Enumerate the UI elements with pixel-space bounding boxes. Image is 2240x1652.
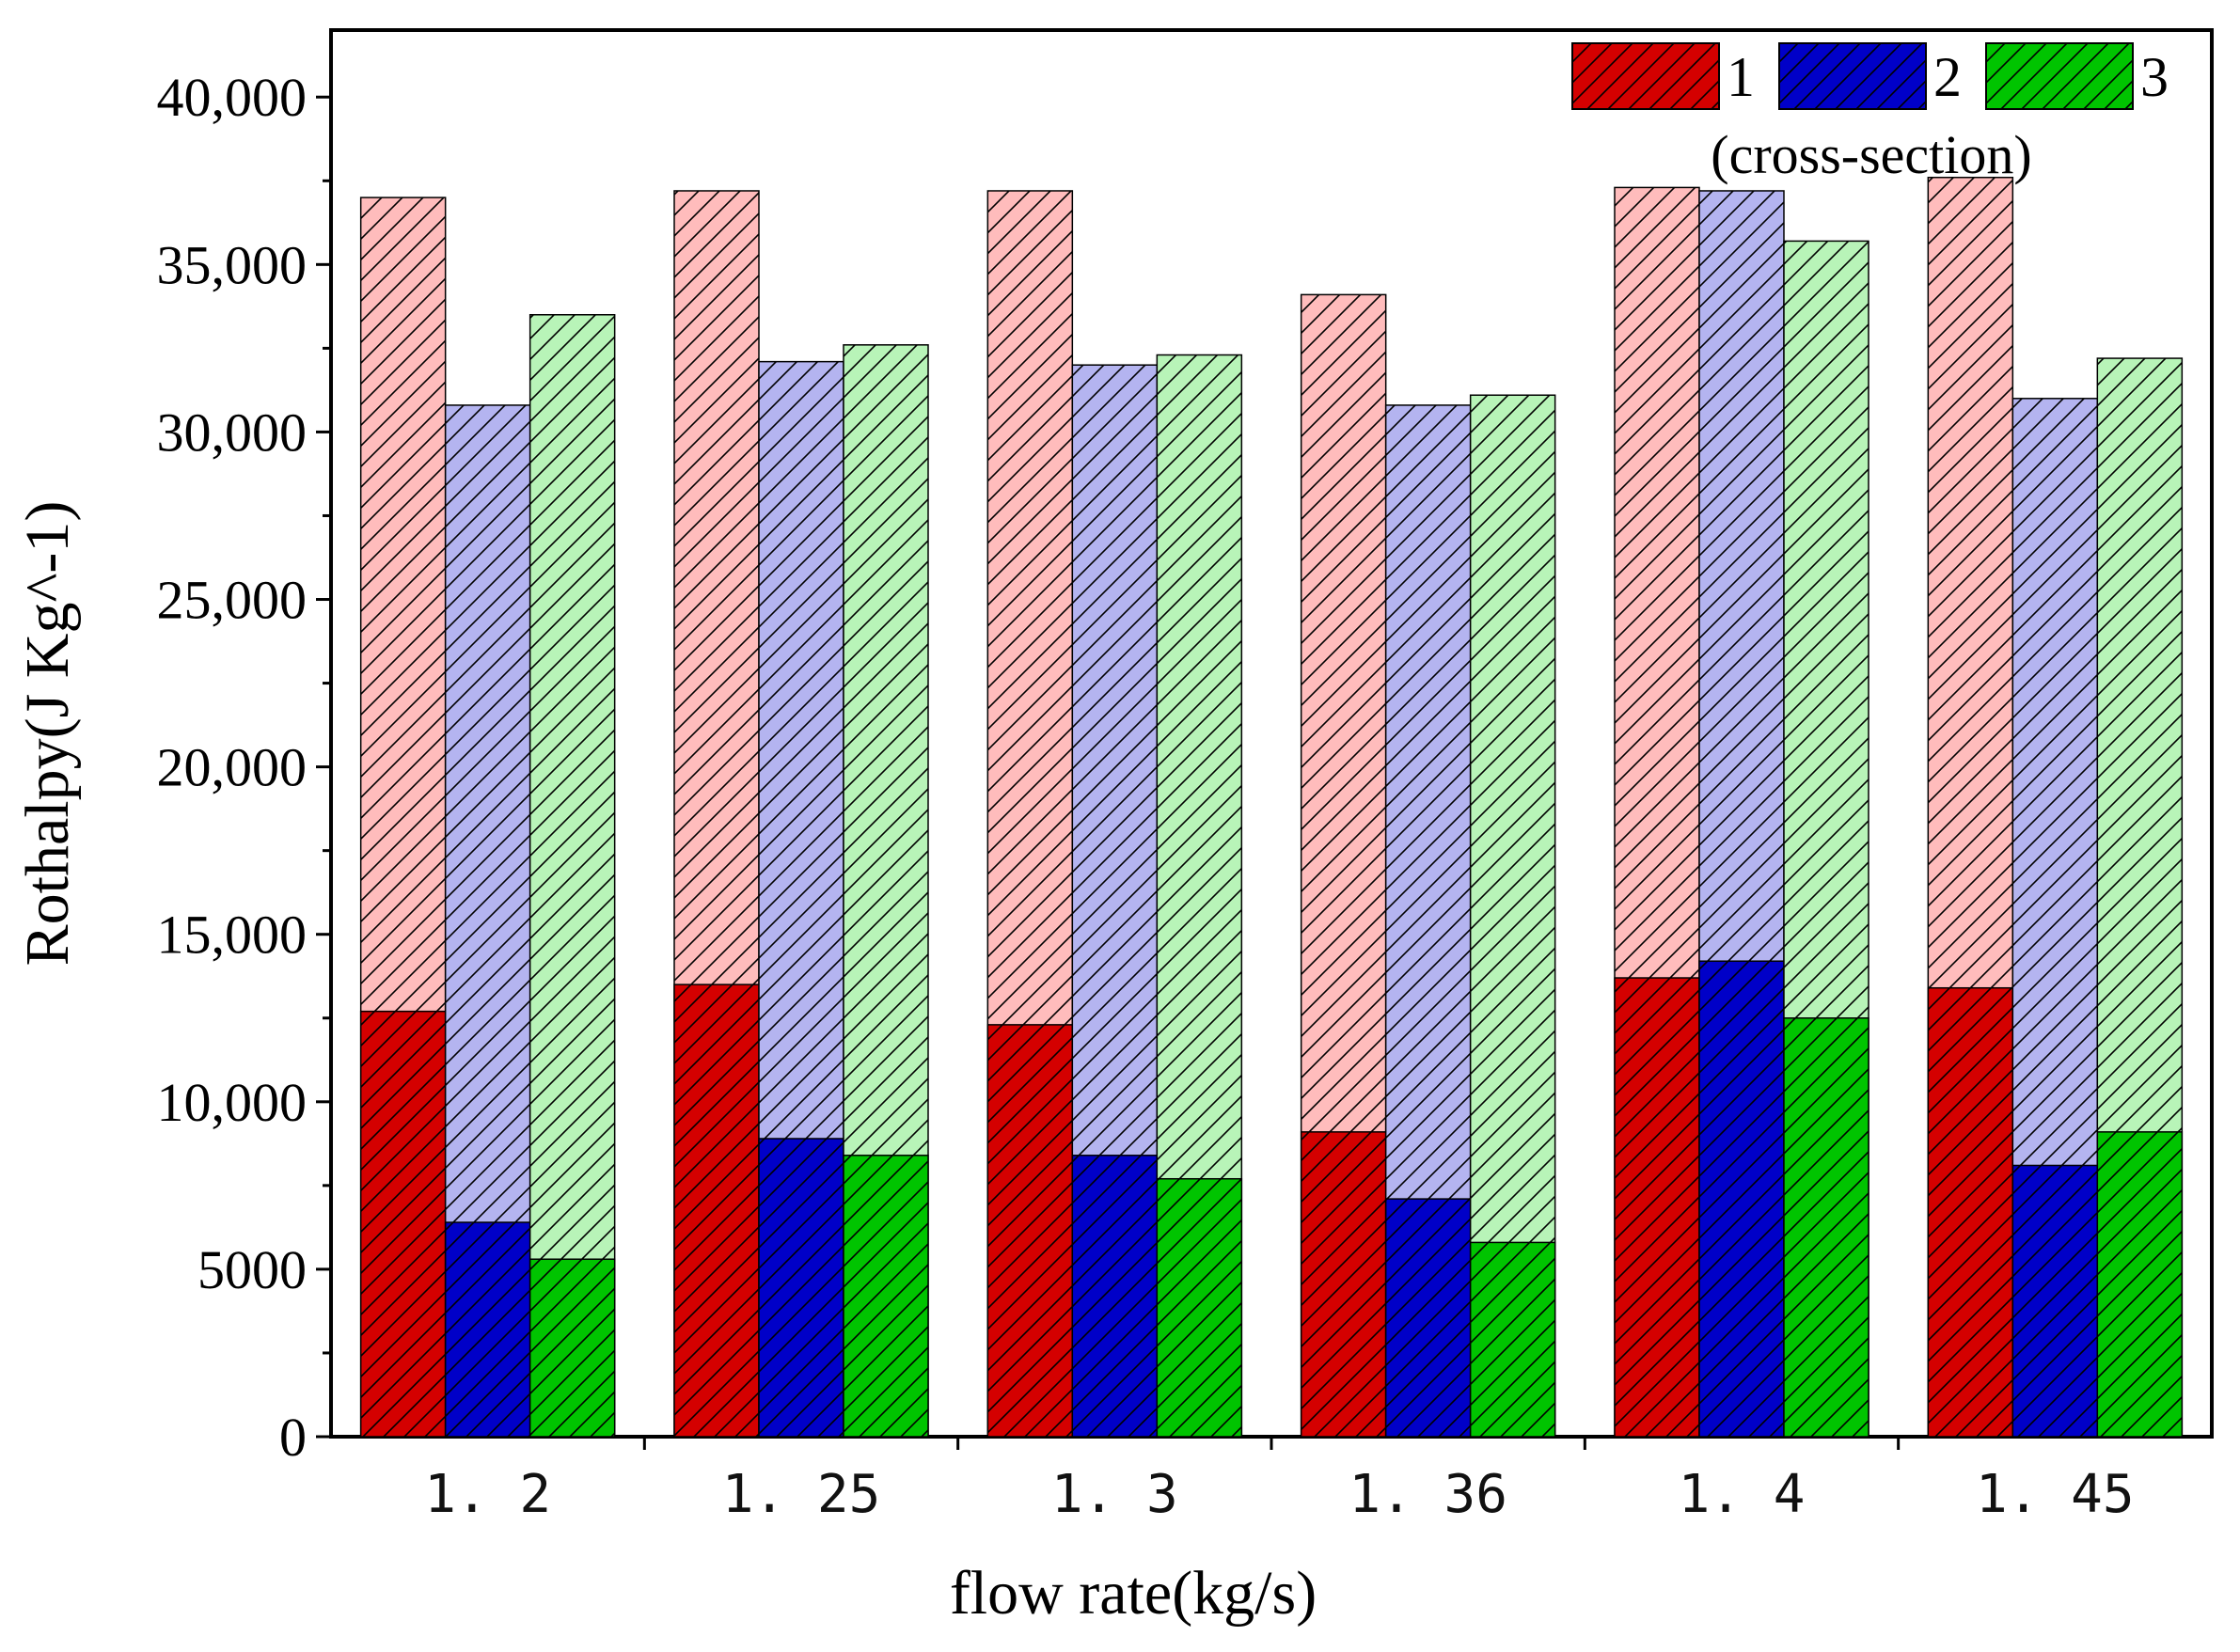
y-tick-label-0: 0: [279, 1407, 307, 1468]
bar-hatch-series-3-cat-4: [1784, 1017, 1869, 1437]
bar-hatch-series-1-cat-4: [1615, 978, 1699, 1437]
bar-hatch-series-3-cat-1: [844, 1155, 928, 1437]
bar-hatch-series-1-cat-1: [674, 984, 759, 1437]
legend-title: (cross-section): [1711, 124, 2031, 185]
x-tick-label-1: 1. 25: [722, 1464, 881, 1525]
bar-hatch-series-2-cat-0: [445, 1222, 530, 1437]
bar-hatch-series-1-cat-0: [360, 1011, 446, 1437]
bars-layer: [359, 176, 2184, 1438]
bar-hatch-series-3-cat-2: [1157, 1178, 1242, 1437]
bar-hatch-series-2-cat-1: [759, 1138, 844, 1437]
y-tick-label-2: 10,000: [157, 1072, 308, 1133]
legend-label-3: 3: [2140, 46, 2169, 108]
axes-layer: 1. 2 1. 25 1. 3 1. 36 1. 4 1. 45 0 5000 10,000 15…: [157, 67, 2135, 1525]
y-tick-label-5: 25,000: [157, 570, 308, 631]
x-tick-label-0: 1. 2: [424, 1464, 551, 1525]
bar-hatch-series-2-cat-4: [1699, 961, 1784, 1437]
bar-hatch-series-2-cat-3: [1385, 1199, 1471, 1437]
bar-total-hatch-series-3-cat-0: [529, 314, 615, 1437]
y-tick-label-3: 15,000: [157, 905, 308, 966]
plot-frame: [329, 28, 2214, 1439]
legend-swatch-hatch-3: [1986, 43, 2133, 109]
bar-hatch-series-1-cat-5: [1928, 987, 2013, 1437]
legend-swatch-hatch-1: [1572, 43, 1719, 109]
x-axis-title: flow rate(kg/s): [950, 1559, 1317, 1628]
y-tick-label-8: 40,000: [157, 67, 308, 128]
legend-label-1: 1: [1727, 46, 1755, 108]
bar-hatch-series-1-cat-3: [1301, 1131, 1386, 1437]
y-tick-label-6: 30,000: [157, 401, 308, 463]
legend: 1 2 3 (cross-section): [1571, 42, 2169, 185]
x-tick-label-4: 1. 4: [1679, 1464, 1806, 1525]
x-tick-label-3: 1. 36: [1349, 1464, 1507, 1525]
y-tick-label-1: 5000: [197, 1239, 307, 1300]
bar-hatch-series-2-cat-5: [2012, 1165, 2098, 1437]
x-tick-label-5: 1. 45: [1976, 1464, 2135, 1525]
y-axis-title: Rothalpy(J Kg^-1): [13, 501, 82, 967]
x-tick-label-2: 1. 3: [1051, 1464, 1178, 1525]
y-tick-label-4: 20,000: [157, 737, 308, 798]
bar-hatch-series-3-cat-5: [2097, 1131, 2183, 1437]
bar-hatch-series-3-cat-3: [1470, 1242, 1555, 1437]
legend-label-2: 2: [1933, 46, 1962, 108]
bar-hatch-series-3-cat-0: [529, 1259, 615, 1437]
legend-swatch-hatch-2: [1779, 43, 1926, 109]
bar-hatch-series-1-cat-2: [987, 1024, 1073, 1437]
bar-hatch-series-2-cat-2: [1072, 1155, 1158, 1437]
y-tick-label-7: 35,000: [157, 234, 308, 295]
